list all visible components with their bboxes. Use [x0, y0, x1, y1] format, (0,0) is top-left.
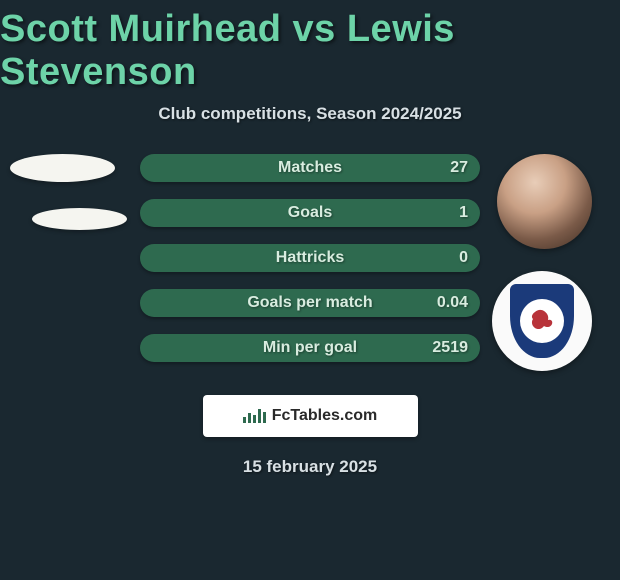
stat-right-value: 0 — [459, 249, 468, 267]
stat-bar: Goals per match 0.04 — [140, 289, 480, 317]
left-club-placeholder — [32, 208, 127, 230]
stat-label: Matches — [278, 159, 342, 177]
brand-suffix: Tables.com — [290, 407, 377, 425]
stat-label: Hattricks — [276, 249, 344, 267]
stat-right-value: 2519 — [432, 339, 468, 357]
footer-badge[interactable]: FcTables.com — [203, 395, 418, 437]
page-subtitle: Club competitions, Season 2024/2025 — [158, 104, 461, 124]
stat-bar: Hattricks 0 — [140, 244, 480, 272]
right-player-photo — [497, 154, 592, 249]
stat-label: Min per goal — [263, 339, 357, 357]
stat-bar: Matches 27 — [140, 154, 480, 182]
stat-right-value: 27 — [450, 159, 468, 177]
crest-shield — [510, 284, 574, 358]
left-avatars — [10, 154, 130, 230]
brand-text: FcTables.com — [243, 407, 378, 425]
stat-label: Goals — [288, 204, 332, 222]
stat-label: Goals per match — [247, 294, 372, 312]
stat-bar: Goals 1 — [140, 199, 480, 227]
right-club-crest — [492, 271, 592, 371]
stat-right-value: 0.04 — [437, 294, 468, 312]
left-player-placeholder — [10, 154, 115, 182]
stat-right-value: 1 — [459, 204, 468, 222]
content-container: Scott Muirhead vs Lewis Stevenson Club c… — [0, 0, 620, 580]
stats-area: Matches 27 Goals 1 Hattricks 0 Goals per match… — [0, 154, 620, 379]
lion-icon — [527, 306, 557, 336]
stat-bar: Min per goal 2519 — [140, 334, 480, 362]
chart-bars-icon — [243, 409, 266, 423]
crest-inner — [520, 299, 564, 343]
right-avatars — [492, 154, 612, 371]
brand-prefix: Fc — [272, 407, 291, 425]
date-text: 15 february 2025 — [243, 457, 377, 477]
page-title: Scott Muirhead vs Lewis Stevenson — [0, 8, 620, 94]
